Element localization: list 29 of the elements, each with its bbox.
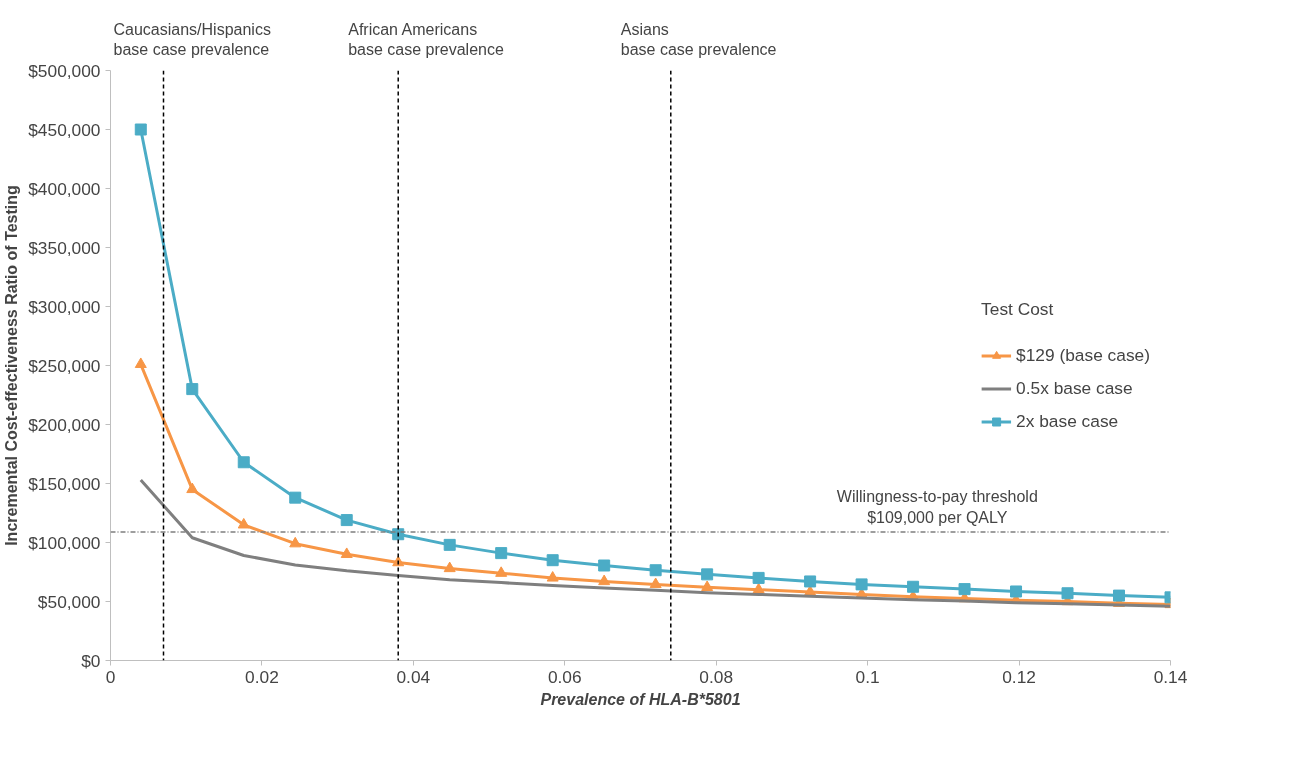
x-axis-title: Prevalence of HLA-B*5801 bbox=[540, 690, 741, 708]
legend-title: Test Cost bbox=[981, 298, 1055, 320]
y-tick-label: $250,000 bbox=[28, 355, 101, 376]
x-tick-label: 0.04 bbox=[396, 666, 431, 687]
ref-line-label: Willingness-to-pay threshold $109,000 per QALY bbox=[836, 488, 1038, 526]
x-tick-label: 0.1 bbox=[855, 666, 880, 687]
y-tick-label: $50,000 bbox=[37, 591, 101, 612]
x-tick-label: 0.12 bbox=[1002, 666, 1036, 687]
legend-label: 0.5x base case bbox=[1016, 377, 1133, 399]
y-tick-label: $450,000 bbox=[28, 119, 101, 140]
ref-line-label: Caucasians/Hispanics base case prevalence bbox=[113, 21, 271, 59]
y-tick-label: $400,000 bbox=[28, 178, 101, 199]
y-tick-label: $500,000 bbox=[28, 60, 101, 81]
legend-label: 2x base case bbox=[1016, 410, 1119, 432]
y-tick-label: $350,000 bbox=[28, 237, 101, 258]
x-tick-label: 0 bbox=[105, 666, 116, 687]
y-tick-label: $300,000 bbox=[28, 296, 101, 317]
y-tick-label: $100,000 bbox=[28, 532, 101, 553]
legend-label: $129 (base case) bbox=[1016, 344, 1150, 366]
x-tick-label: 0.02 bbox=[245, 666, 279, 687]
y-tick-label: $0 bbox=[81, 650, 101, 671]
x-tick-label: 0.14 bbox=[1153, 666, 1188, 687]
y-tick-label: $200,000 bbox=[28, 414, 101, 435]
x-tick-label: 0.06 bbox=[547, 666, 582, 687]
y-axis-title: Incremental Cost-effectiveness Ratio of Testing bbox=[3, 185, 21, 546]
x-tick-label: 0.08 bbox=[699, 666, 734, 687]
ref-line-label: Asians base case prevalence bbox=[620, 21, 777, 59]
ref-line-label: African Americans base case prevalence bbox=[348, 21, 504, 59]
y-tick-label: $150,000 bbox=[28, 473, 101, 494]
